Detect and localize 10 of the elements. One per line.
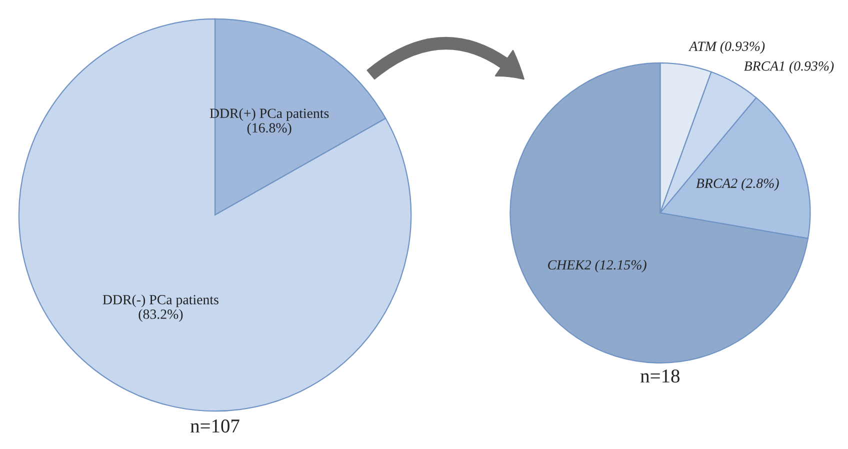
slice-label: ATM (0.93%): [688, 41, 765, 54]
slice-label: CHEK2 (12.15%): [548, 260, 646, 272]
data-label: (83.2%): [138, 309, 183, 322]
data-label: (16.8%): [247, 122, 292, 136]
text: n=18: [640, 369, 680, 383]
slice-label: BRCA2 (2.8%): [696, 178, 779, 191]
slice-label: DDR(-) PCa patients: [102, 294, 218, 308]
slice-label: BRCA1 (0.93%): [744, 60, 834, 74]
slice-label: DDR(+) PCa patients: [210, 108, 329, 121]
text: n=107: [190, 419, 240, 433]
